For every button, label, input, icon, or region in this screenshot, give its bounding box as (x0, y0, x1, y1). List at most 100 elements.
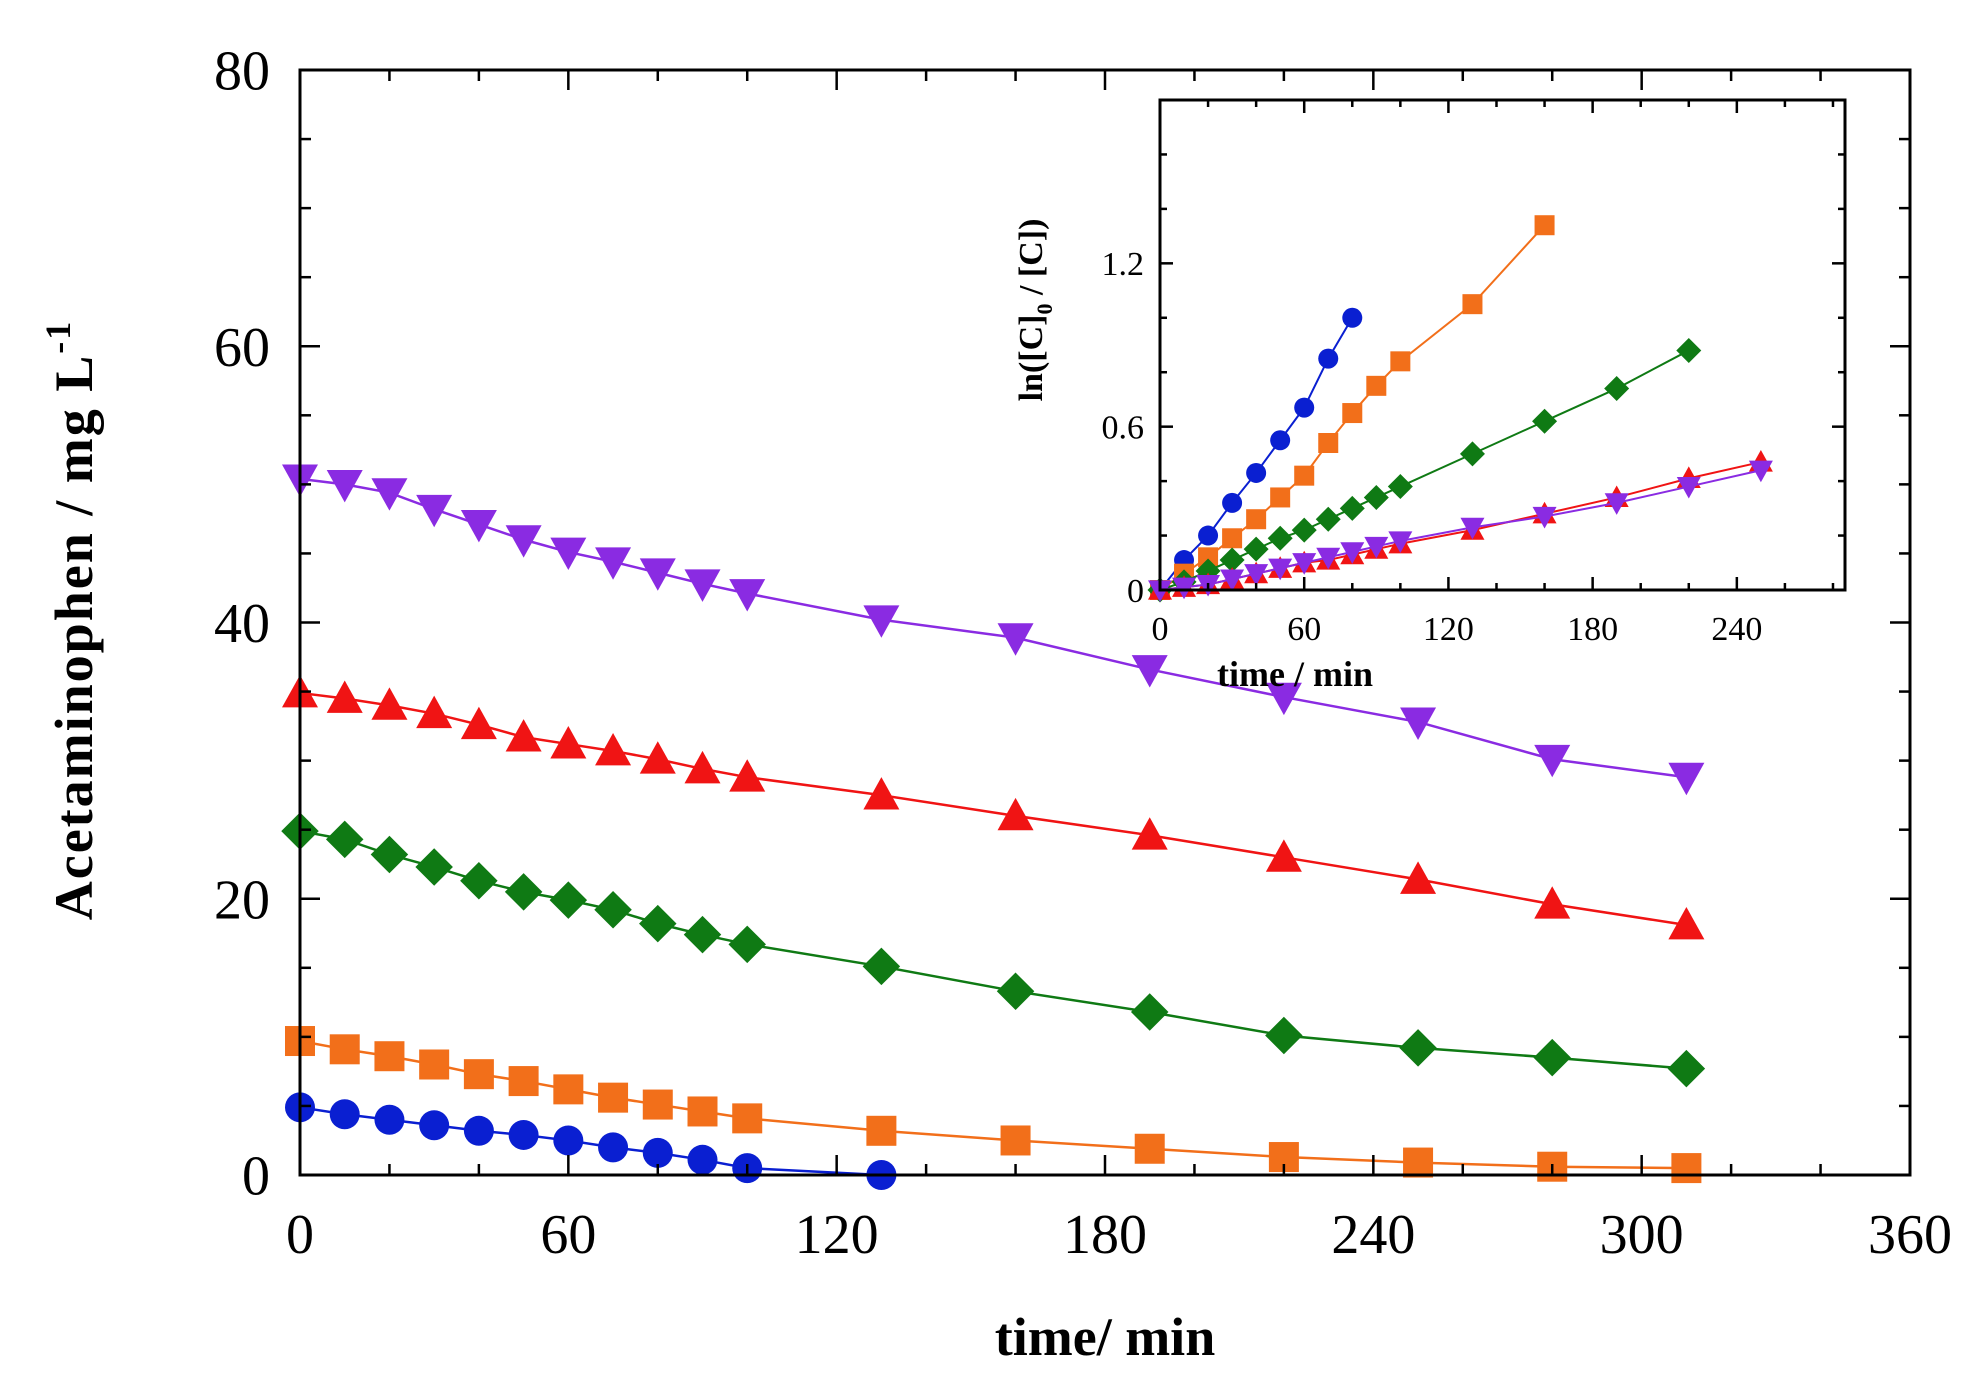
inset-x-tick-label: 180 (1567, 611, 1618, 648)
triangle-down-series-point (997, 623, 1034, 656)
square-series-point (732, 1103, 763, 1134)
inset-triangle-down-series-point (1268, 558, 1293, 581)
triangle-up-series-point (1534, 886, 1571, 919)
inset-square-series-point (1246, 509, 1267, 530)
diamond-series-point (370, 835, 409, 874)
triangle-up-series-point (326, 680, 363, 713)
inset-triangle-down-series-line (1159, 469, 1762, 591)
inset-triangle-down-series-point (1388, 531, 1413, 553)
inset-circle-series-point (1270, 430, 1291, 451)
inset-square-series-point (1222, 528, 1243, 549)
inset-triangle-down-series (1148, 460, 1773, 602)
inset-circle-series-point (1318, 348, 1339, 369)
inset-y-tick-label: 0 (1127, 573, 1144, 610)
main-y-axis-title: Acetaminophen / mg L-1 (38, 320, 104, 921)
triangle-down-series-point (1265, 682, 1302, 716)
main-y-tick-label: 40 (214, 593, 270, 655)
diamond-series-point (1399, 1029, 1437, 1067)
diamond-series-point (728, 925, 766, 964)
diamond-series-point (594, 891, 632, 929)
triangle-up-series-point (1131, 817, 1168, 850)
inset-triangle-down-series-point (1460, 517, 1485, 540)
main-y-tick-label: 20 (214, 869, 270, 931)
inset-plot-frame (1158, 98, 1847, 592)
triangle-down-series-point (595, 547, 632, 580)
inset-y-tick-label: 1.2 (1102, 246, 1145, 283)
diamond-series (281, 812, 1706, 1088)
inset-diamond-series-point (1532, 408, 1558, 434)
diamond-series-point (549, 881, 588, 919)
inset-square-series-point (1342, 403, 1363, 424)
main-tick-labels: 0 60 120 180 240 300 360 0 20 40 60 80 (214, 41, 1952, 1266)
diamond-series-line (299, 829, 1687, 1070)
inset-triangle-down-series-point (1220, 569, 1245, 592)
triangle-down-series-point (1668, 762, 1705, 796)
square-series-point (687, 1096, 718, 1127)
inset-triangle-down-series-point (1748, 460, 1773, 483)
inset-ticks (1158, 98, 1845, 592)
triangle-up-series-point (729, 759, 766, 792)
triangle-up-series-point (371, 687, 408, 720)
triangle-down-series-point (729, 579, 766, 612)
main-series-layer (281, 464, 1706, 1190)
circle-series-point (642, 1137, 673, 1168)
main-x-axis-title: time/ min (995, 1307, 1215, 1367)
square-series-point (374, 1041, 405, 1072)
triangle-up-series (282, 674, 1705, 940)
main-x-tick-label: 240 (1331, 1204, 1415, 1266)
inset-diamond-series-point (1363, 484, 1389, 510)
main-x-tick-label: 180 (1063, 1204, 1147, 1266)
circle-series (285, 1092, 897, 1190)
square-series-line (299, 1039, 1687, 1170)
inset-y-axis-title-text: ln([C] (1013, 315, 1050, 402)
square-series-point (553, 1074, 584, 1105)
inset-circle-series-point (1342, 307, 1363, 328)
inset-x-tick-label: 0 (1152, 611, 1169, 648)
diamond-series-point (504, 873, 543, 911)
inset-x-tick-label: 240 (1711, 611, 1762, 648)
triangle-down-series-point (1534, 744, 1571, 778)
triangle-down-series-point (639, 558, 676, 591)
triangle-up-series-point (1265, 839, 1302, 872)
inset-y-axis-title-sub: 0 (1032, 304, 1057, 315)
diamond-series-point (1265, 1016, 1303, 1055)
main-x-tick-label: 360 (1868, 1204, 1952, 1266)
circle-series-point (598, 1132, 629, 1163)
triangle-up-series-point (550, 726, 587, 759)
triangle-up-series-point (997, 797, 1034, 831)
triangle-down-series-point (326, 469, 363, 503)
main-y-axis-title-text: Acetaminophen / mg L (44, 354, 104, 921)
diamond-series-point (862, 947, 901, 986)
main-x-tick-label: 120 (795, 1204, 879, 1266)
inset-circle-series-point (1246, 462, 1267, 483)
diamond-series-point (639, 904, 677, 943)
main-y-tick-label: 80 (214, 41, 270, 103)
inset-x-axis-title-text: time / min (1217, 654, 1373, 694)
main-x-tick-label: 0 (286, 1204, 314, 1266)
circle-series-point (508, 1119, 539, 1150)
inset-triangle-down-series-point (1364, 536, 1389, 559)
inset-circle-series-point (1294, 397, 1315, 418)
inset-square-series-point (1534, 215, 1555, 236)
main-ticks (298, 68, 1912, 1177)
inset-diamond-series-point (1315, 506, 1341, 532)
inset-triangle-down-series-point (1340, 542, 1365, 564)
inset-triangle-down-series-point (1244, 564, 1269, 586)
circle-series-point (553, 1125, 584, 1156)
circle-series-point (463, 1115, 494, 1146)
inset-square-series-point (1270, 487, 1291, 508)
triangle-up-series-point (1668, 906, 1705, 940)
square-series-point (1000, 1125, 1031, 1156)
inset-square-series-point (1318, 433, 1339, 453)
main-y-axis-title-sup: -1 (38, 320, 78, 354)
triangle-up-series-point (416, 695, 453, 729)
triangle-down-series-point (1131, 655, 1168, 688)
inset-triangle-down-series-point (1532, 506, 1557, 529)
triangle-down-series-point (371, 478, 408, 511)
triangle-down-series-point (550, 537, 587, 571)
inset-background (1160, 100, 1845, 590)
inset-diamond-series (1147, 337, 1702, 603)
inset-circle-series-point (1222, 492, 1243, 513)
diamond-series-point (996, 972, 1035, 1011)
